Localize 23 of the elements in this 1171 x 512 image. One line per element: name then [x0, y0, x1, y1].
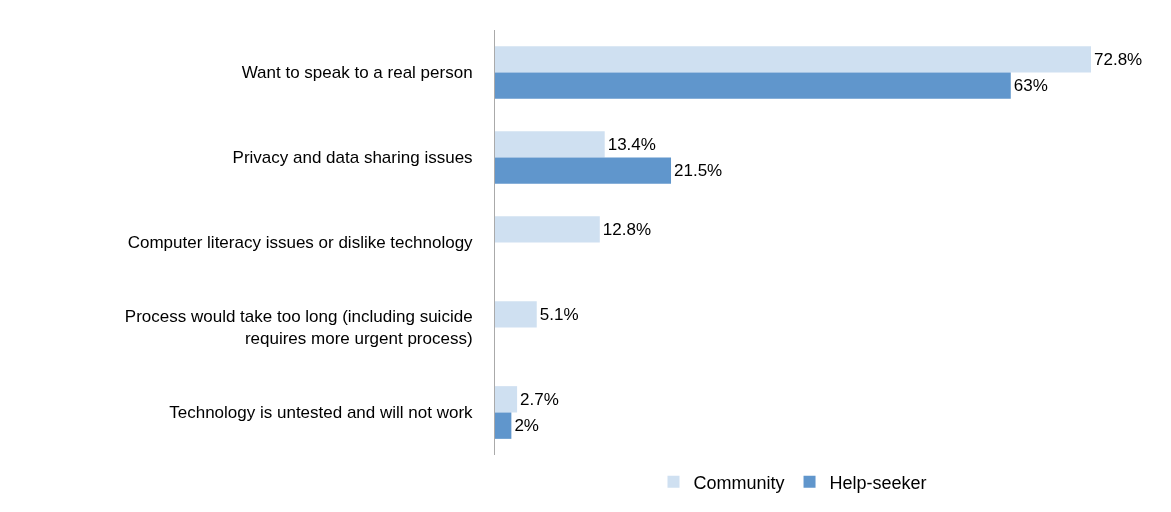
bar	[495, 131, 605, 158]
bar	[495, 216, 600, 243]
y-tick-label: Process would take too long (including suicide requires more urgent process)	[124, 307, 473, 349]
data-label: 12.8%	[602, 219, 651, 239]
bar	[495, 412, 512, 439]
bar	[495, 386, 518, 413]
legend-label: Community	[693, 472, 785, 493]
data-label: 2%	[514, 416, 539, 436]
bar	[495, 157, 672, 184]
data-label: 2.7%	[520, 389, 559, 409]
y-tick-label: Want to speak to a real person	[241, 63, 473, 83]
data-label: 21.5%	[674, 161, 723, 181]
y-tick-label: Privacy and data sharing issues	[232, 148, 473, 168]
data-label: 13.4%	[607, 134, 656, 154]
data-label: 5.1%	[539, 304, 579, 324]
data-label: 63%	[1013, 76, 1048, 96]
bar	[495, 46, 1091, 73]
bar	[495, 72, 1011, 99]
data-label: 72.8%	[1094, 49, 1143, 69]
legend-label: Help-seeker	[829, 472, 927, 493]
bar	[495, 301, 537, 328]
y-tick-label: Technology is untested and will not work	[169, 403, 474, 423]
y-tick-label: Computer literacy issues or dislike technology	[127, 233, 474, 253]
